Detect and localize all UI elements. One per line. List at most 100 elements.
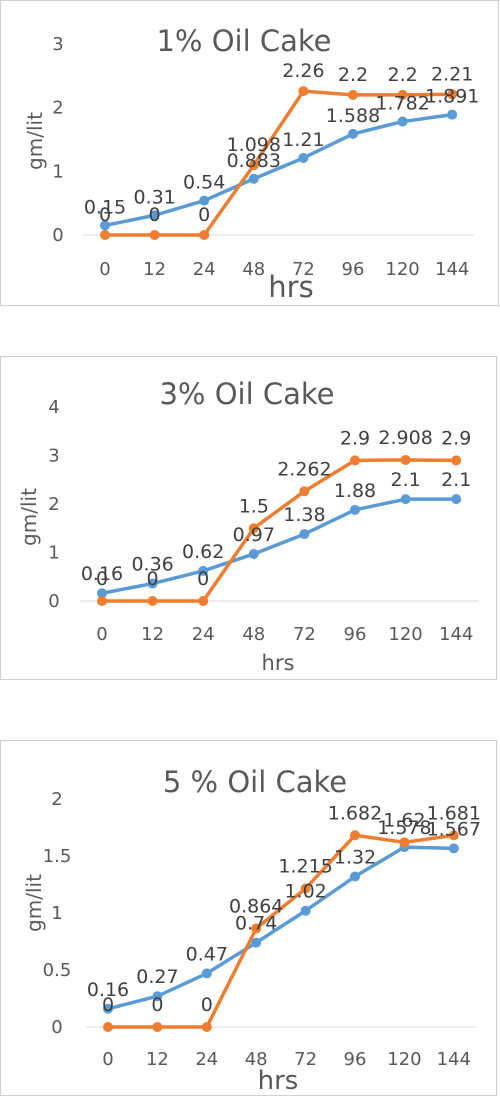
chart-panel-3-percent: 3% Oil Cake hrs gm/lit 0 1 2 3 4 0 12 24 48 72 96 1… bbox=[0, 356, 497, 680]
y-tick-label: 4 bbox=[48, 397, 59, 418]
x-tick-label: 96 bbox=[342, 259, 365, 280]
series-2-line bbox=[103, 89, 454, 237]
x-tick-label: 72 bbox=[294, 1049, 317, 1070]
series-1-data-label: 1.21 bbox=[282, 129, 324, 151]
series-1-data-label: 1.32 bbox=[334, 847, 376, 869]
series-1-point bbox=[149, 210, 160, 221]
series-1-data-label: 0.27 bbox=[136, 966, 178, 988]
series-1-point bbox=[447, 109, 458, 120]
series-2-data-label: 0 bbox=[147, 568, 159, 590]
series-2-data-label: 0 bbox=[201, 994, 213, 1016]
series-2-point bbox=[198, 596, 209, 606]
x-tick-label: 12 bbox=[143, 259, 166, 280]
series-1-data-label: 0.62 bbox=[182, 541, 224, 563]
series-2-point bbox=[100, 230, 110, 240]
series-2-data-label: 0 bbox=[96, 568, 108, 590]
series-2-point bbox=[299, 486, 310, 497]
series-1-point bbox=[448, 843, 459, 854]
series-1-point bbox=[348, 128, 358, 139]
series-1-point bbox=[248, 173, 259, 184]
series-1-point bbox=[451, 494, 462, 505]
y-tick-label: 2 bbox=[48, 494, 59, 515]
y-tick-label: 1.5 bbox=[43, 846, 72, 867]
y-tick-label: 1 bbox=[52, 161, 63, 182]
series-1-point bbox=[198, 565, 209, 576]
series-1-data-label: 0.883 bbox=[227, 150, 281, 172]
series-2-point bbox=[201, 1022, 212, 1032]
series-2-data-label: 1.682 bbox=[328, 802, 382, 824]
series-2-point bbox=[350, 455, 360, 466]
series-1-data-label: 1.38 bbox=[283, 504, 325, 526]
series-2-point bbox=[451, 455, 462, 466]
x-axis-label: hrs bbox=[268, 270, 313, 304]
series-2-point bbox=[448, 830, 459, 841]
series-1-point bbox=[147, 578, 158, 589]
chart-panel-1-percent: 1% Oil Cake hrs gm/lit 0 1 2 3 0 12 24 48 72 96 12… bbox=[0, 0, 499, 306]
series-2-point bbox=[350, 830, 360, 841]
x-tick-label: 72 bbox=[293, 624, 316, 645]
series-2-data-label: 1.681 bbox=[427, 802, 481, 824]
x-tick-label: 96 bbox=[344, 1049, 367, 1070]
series-2-point bbox=[300, 883, 311, 894]
series-2-data-label: 2.26 bbox=[282, 60, 324, 82]
series-2-point bbox=[103, 1022, 113, 1032]
chart-panel-5-percent: 5 % Oil Cake hrs gm/lit 0 0.5 1 1.5 2 0 12 24 48… bbox=[0, 740, 497, 1096]
y-tick-label: 1 bbox=[48, 543, 59, 564]
y-axis-label: gm/lit bbox=[23, 112, 47, 170]
series-2-data-label: 2.2 bbox=[338, 64, 368, 86]
x-tick-label: 120 bbox=[388, 624, 422, 645]
series-2-data-label: 1.098 bbox=[227, 134, 281, 156]
series-2-point bbox=[199, 230, 210, 240]
series-1-data-label: 0.36 bbox=[131, 554, 173, 576]
y-axis-label: gm/lit bbox=[22, 874, 46, 932]
series-1-point bbox=[152, 991, 163, 1002]
series-2-data-label: 1.5 bbox=[239, 495, 269, 517]
series-1-point bbox=[397, 116, 408, 127]
y-tick-label: 2 bbox=[52, 98, 63, 119]
series-1-line bbox=[100, 497, 458, 595]
series-1-point bbox=[299, 529, 310, 540]
series-1-point bbox=[300, 905, 311, 916]
x-tick-label: 120 bbox=[385, 259, 419, 280]
series-1-point bbox=[350, 871, 360, 882]
series-1-data-label: 1.578 bbox=[377, 817, 431, 839]
x-tick-label: 96 bbox=[344, 624, 367, 645]
series-1-data-label: 0.74 bbox=[235, 913, 277, 935]
series-1-data-label: 2.1 bbox=[441, 469, 471, 491]
x-tick-label: 0 bbox=[102, 1049, 113, 1070]
series-1-data-label: 0.16 bbox=[87, 979, 129, 1001]
series-2-data-label: 0 bbox=[99, 204, 111, 226]
series-2-data-label: 0 bbox=[102, 994, 114, 1016]
series-2-point bbox=[149, 230, 160, 240]
series-2-point bbox=[248, 523, 259, 534]
series-1-data-label: 0.16 bbox=[81, 563, 123, 585]
x-tick-label: 48 bbox=[242, 259, 265, 280]
series-2-data-label: 1.215 bbox=[278, 855, 332, 877]
x-tick-label: 120 bbox=[387, 1049, 421, 1070]
series-1-data-label: 0.31 bbox=[133, 186, 175, 208]
series-2-point bbox=[152, 1022, 163, 1032]
chart-title: 3% Oil Cake bbox=[159, 377, 334, 411]
series-2-point bbox=[251, 923, 262, 934]
series-1-data-label: 1.782 bbox=[375, 93, 429, 115]
series-2-point bbox=[298, 86, 309, 97]
y-axis-label: gm/lit bbox=[17, 488, 41, 546]
series-2-data-label: 2.9 bbox=[441, 427, 471, 449]
y-tick-label: 3 bbox=[52, 34, 63, 55]
series-1-data-label: 1.588 bbox=[326, 105, 380, 127]
x-tick-label: 24 bbox=[192, 624, 215, 645]
series-1-data-label: 1.88 bbox=[334, 480, 376, 502]
series-2-data-label: 0 bbox=[198, 204, 210, 226]
x-axis-label: hrs bbox=[262, 651, 295, 675]
series-1-data-label: 1.891 bbox=[425, 86, 479, 108]
series-2-line bbox=[106, 833, 456, 1029]
series-2-data-label: 0 bbox=[151, 994, 163, 1016]
series-1-point bbox=[97, 588, 107, 599]
series-2-point bbox=[400, 454, 411, 465]
chart-title: 1% Oil Cake bbox=[156, 24, 331, 58]
series-2-data-label: 2.262 bbox=[277, 458, 331, 480]
series-2-data-label: 2.908 bbox=[378, 427, 432, 449]
series-1-line bbox=[106, 845, 456, 1011]
y-tick-label: 0 bbox=[51, 1017, 62, 1038]
